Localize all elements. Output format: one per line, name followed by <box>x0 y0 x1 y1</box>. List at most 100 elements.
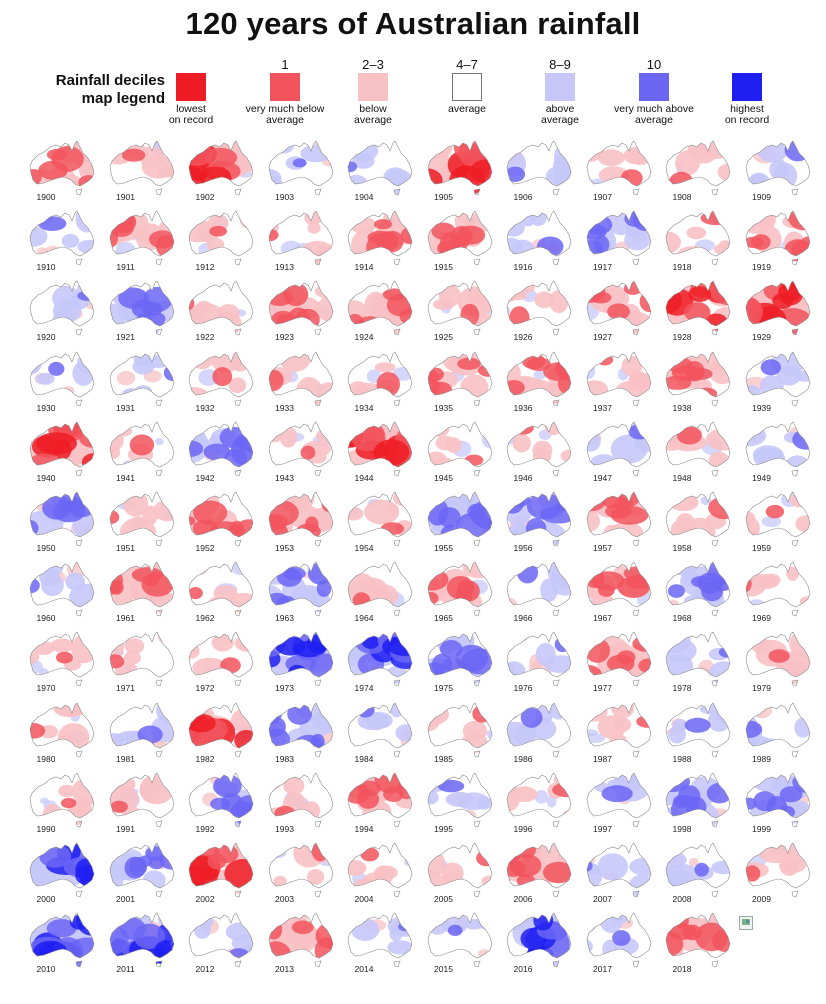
australia-map <box>109 421 174 477</box>
australia-map <box>347 702 413 757</box>
rainfall-map-1973: 1973 <box>265 631 337 698</box>
year-label: 1927 <box>593 332 612 343</box>
rainfall-map-2012: 2012 <box>185 912 257 979</box>
australia-map <box>109 351 174 406</box>
australia-map <box>506 842 572 898</box>
australia-map <box>109 772 174 828</box>
australia-map <box>586 631 651 687</box>
rainfall-map-1944: 1944 <box>344 421 416 488</box>
legend-swatch <box>358 73 388 101</box>
year-label: 1975 <box>434 683 453 694</box>
rainfall-map-1924: 1924 <box>344 280 416 347</box>
australia-map <box>188 421 254 477</box>
legend-decile: 10 <box>646 57 662 72</box>
year-label: 1915 <box>434 262 453 273</box>
australia-map <box>29 421 95 477</box>
year-label: 1958 <box>672 543 692 553</box>
year-label: 1962 <box>195 613 215 624</box>
rainfall-map-1945: 1945 <box>424 421 496 488</box>
year-label: 1904 <box>354 192 374 202</box>
year-label: 1963 <box>275 613 294 624</box>
australia-map <box>745 421 810 477</box>
legend-label-line1: highest <box>730 103 764 115</box>
australia-map <box>268 702 333 757</box>
australia-map <box>506 280 572 336</box>
australia-map <box>586 772 651 828</box>
rainfall-map-1958: 1958 <box>662 491 734 558</box>
rainfall-map-1921: 1921 <box>106 280 178 347</box>
australia-map <box>109 210 174 266</box>
year-label: 1954 <box>354 543 374 553</box>
year-label: 1988 <box>672 753 692 764</box>
year-label: 1908 <box>672 192 692 202</box>
year-label: 1926 <box>513 332 533 343</box>
year-label: 1981 <box>116 753 135 764</box>
rainfall-map-1977: 1977 <box>583 631 655 698</box>
year-label: 1968 <box>672 613 692 624</box>
australia-map <box>109 561 174 617</box>
year-label: 1969 <box>752 613 771 624</box>
rainfall-map-2004: 2004 <box>344 842 416 909</box>
australia-map <box>665 842 731 898</box>
australia-map <box>745 702 810 757</box>
australia-map <box>427 351 492 406</box>
australia-map <box>109 912 174 968</box>
year-label: 1912 <box>195 262 215 273</box>
rainfall-map-1928: 1928 <box>662 280 734 347</box>
australia-map <box>347 772 413 828</box>
legend-item: 1 very much below average <box>237 56 333 126</box>
year-label: 2014 <box>354 964 374 975</box>
australia-map <box>268 842 333 898</box>
australia-map <box>109 491 174 547</box>
australia-map <box>268 210 333 266</box>
australia-map <box>29 140 95 196</box>
legend-label: highest on record <box>699 104 795 126</box>
rainfall-map-1994: 1994 <box>344 772 416 839</box>
legend-decile: 1 <box>281 57 289 72</box>
australia-map <box>109 140 174 196</box>
rainfall-map-1952: 1952 <box>185 491 257 558</box>
year-label: 1959 <box>752 543 771 553</box>
rainfall-map-1926: 1926 <box>503 280 575 347</box>
rainfall-map-2002: 2002 <box>185 842 257 909</box>
rainfall-map-1993: 1993 <box>265 772 337 839</box>
australia-map <box>109 631 174 687</box>
rainfall-map-1988: 1988 <box>662 702 734 769</box>
australia-map <box>29 351 95 406</box>
rainfall-map-2009: 2009 <box>742 842 814 909</box>
rainfall-map-1982: 1982 <box>185 702 257 769</box>
year-label: 2005 <box>434 894 453 904</box>
year-label: 1919 <box>752 262 771 273</box>
rainfall-map-2007: 2007 <box>583 842 655 909</box>
year-label: 1956 <box>513 543 533 553</box>
rainfall-map-1918: 1918 <box>662 210 734 277</box>
australia-map <box>427 280 492 336</box>
australia-map <box>268 561 333 617</box>
australia-map <box>665 772 731 828</box>
year-label: 2004 <box>354 894 374 904</box>
rainfall-map-1975: 1975 <box>424 631 496 698</box>
rainfall-map-1983: 1983 <box>265 702 337 769</box>
australia-map <box>347 421 413 477</box>
year-label: 1923 <box>275 332 294 343</box>
australia-map <box>29 561 95 617</box>
rainfall-map-1947: 1947 <box>583 421 655 488</box>
australia-map <box>665 702 731 757</box>
year-label: 1983 <box>275 753 294 764</box>
australia-map <box>347 351 413 406</box>
rainfall-map-1902: 1902 <box>185 140 257 207</box>
legend-label-line1: below <box>359 103 387 115</box>
rainfall-map-1940: 1940 <box>26 421 98 488</box>
year-label: 1985 <box>434 753 453 764</box>
australia-map <box>268 280 333 336</box>
rainfall-map-1998: 1998 <box>662 772 734 839</box>
year-label: 1906 <box>513 192 533 202</box>
australia-map <box>586 421 651 477</box>
australia-map <box>29 210 95 266</box>
year-label: 1996 <box>513 823 533 834</box>
year-label: 1946 <box>513 472 533 483</box>
rainfall-map-1917: 1917 <box>583 210 655 277</box>
australia-map <box>29 631 95 687</box>
year-label: 1982 <box>195 753 215 764</box>
australia-map <box>506 140 572 196</box>
